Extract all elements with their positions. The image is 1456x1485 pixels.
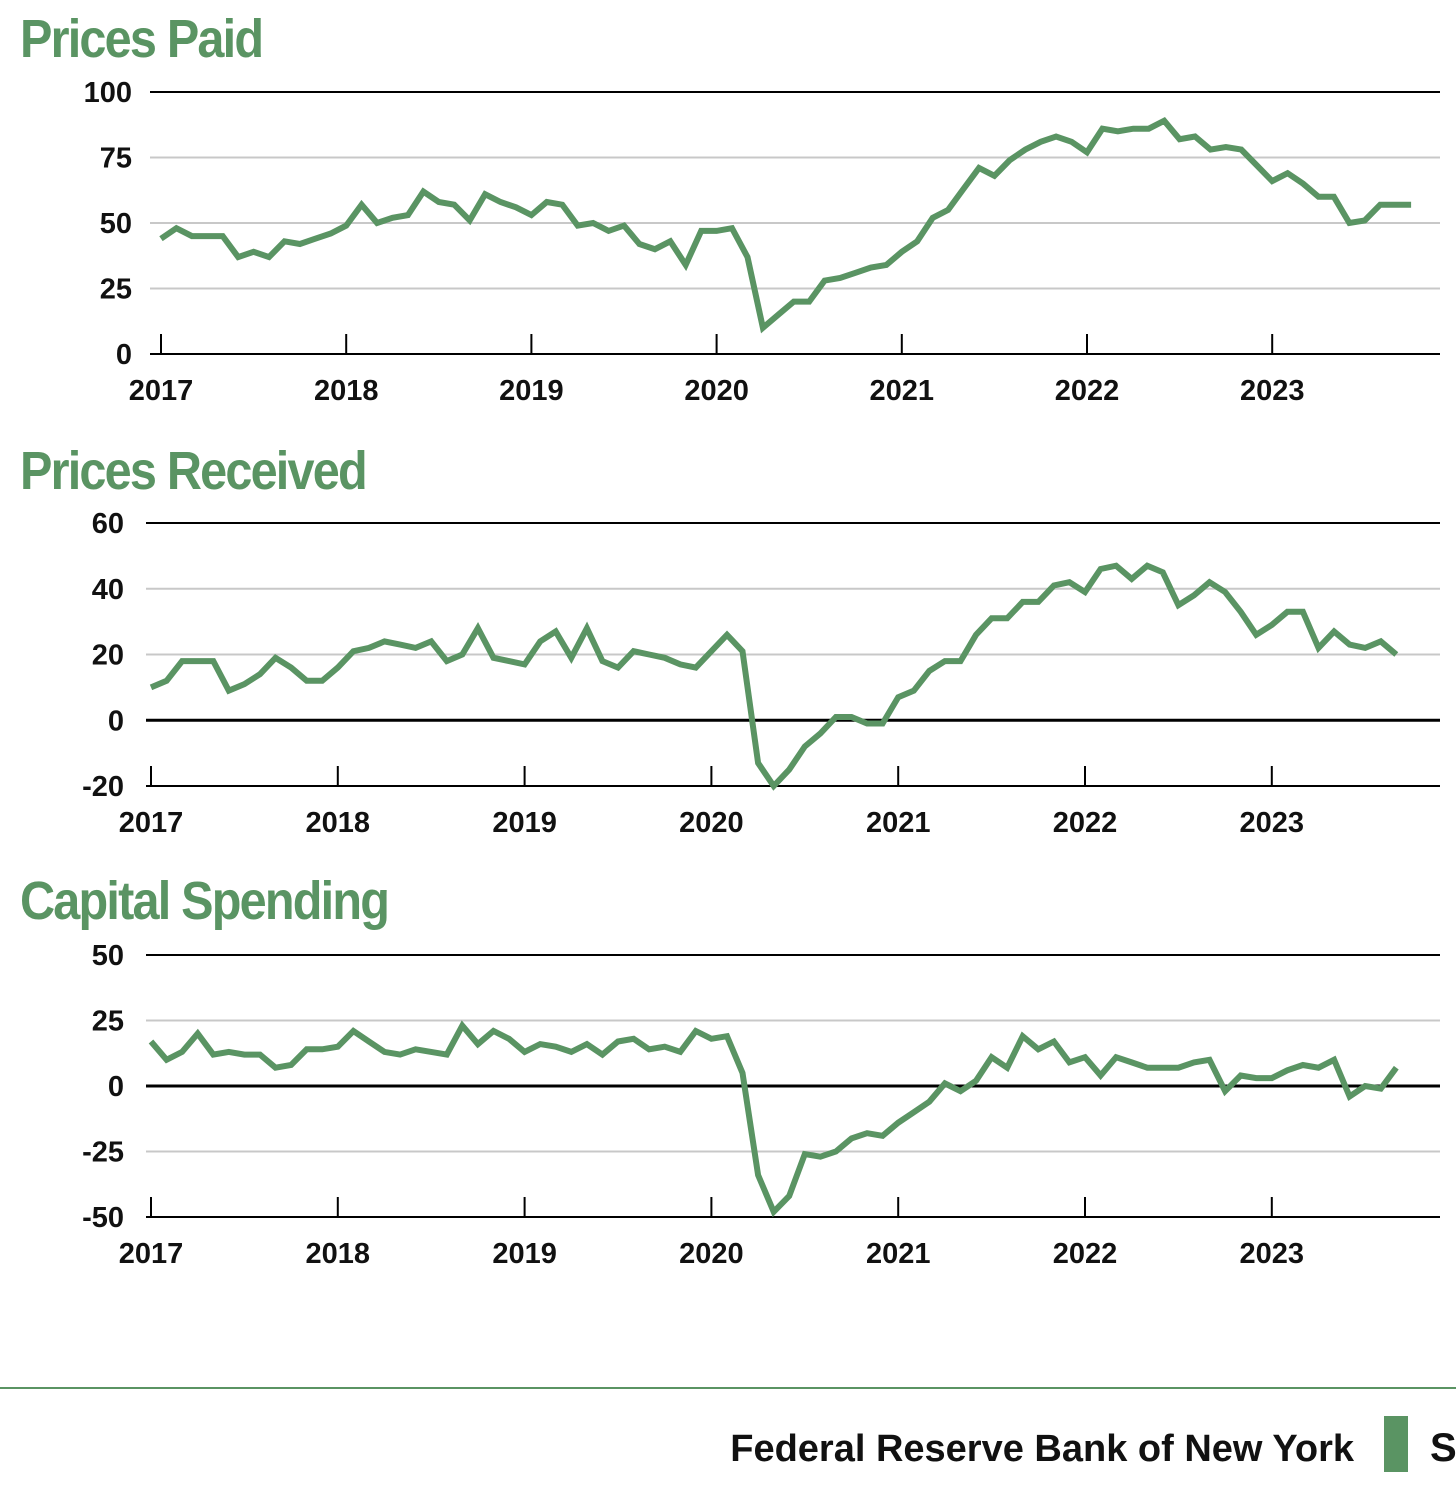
x-tick-label: 2017 <box>119 1238 184 1270</box>
y-tick-label: 0 <box>108 1071 124 1103</box>
series-line <box>148 1020 1399 1218</box>
footer-accent-bar <box>1384 1416 1408 1472</box>
x-tick-label: 2019 <box>492 1238 557 1270</box>
x-tick-label: 2018 <box>306 1238 371 1270</box>
x-tick-label: 2020 <box>679 807 744 839</box>
x-tick-label: 2023 <box>1240 1238 1305 1270</box>
y-tick-label: 25 <box>100 274 132 306</box>
x-tick-label: 2021 <box>866 807 931 839</box>
x-tick-label: 2020 <box>679 1238 744 1270</box>
footer-divider <box>0 1387 1456 1389</box>
chart-title-prices-paid: Prices Paid <box>20 9 264 69</box>
x-tick-label: 2021 <box>870 375 935 407</box>
chart-title-capital-spending: Capital Spending <box>20 871 390 931</box>
x-tick-label: 2018 <box>306 807 371 839</box>
y-tick-label: 25 <box>92 1006 124 1038</box>
y-tick-label: 100 <box>84 77 132 109</box>
x-tick-label: 2017 <box>129 375 194 407</box>
y-tick-label: 0 <box>108 705 124 737</box>
y-tick-label: -50 <box>82 1202 124 1234</box>
x-tick-label: 2019 <box>492 807 557 839</box>
y-tick-label: 50 <box>100 208 132 240</box>
y-tick-label: 75 <box>100 143 132 175</box>
x-tick-label: 2017 <box>119 807 184 839</box>
x-tick-label: 2022 <box>1053 807 1118 839</box>
x-tick-label: 2023 <box>1240 375 1305 407</box>
y-tick-label: 60 <box>92 508 124 540</box>
y-tick-label: 20 <box>92 640 124 672</box>
x-tick-label: 2018 <box>314 375 379 407</box>
footer-org-name: Federal Reserve Bank of New York <box>730 1428 1354 1470</box>
chart-prices-received: 60 40 20 0 -20 2017 2018 2019 2020 2021 2022 2023 <box>82 508 1440 839</box>
x-tick-label: 2020 <box>684 375 749 407</box>
y-tick-label: 50 <box>92 940 124 972</box>
chart-title-prices-received: Prices Received <box>20 441 368 501</box>
x-tick-label: 2021 <box>866 1238 931 1270</box>
y-tick-label: -20 <box>82 771 124 803</box>
series-line <box>149 562 1399 791</box>
footer-cropped-text: S <box>1430 1426 1456 1470</box>
x-tick-label: 2022 <box>1055 375 1120 407</box>
x-tick-label: 2022 <box>1053 1238 1118 1270</box>
chart-capital-spending: 50 25 0 -25 -50 2017 2018 2019 2020 2021 2022 2023 <box>82 940 1440 1270</box>
y-tick-label: 0 <box>116 339 132 371</box>
y-tick-label: -25 <box>82 1137 124 1169</box>
series-line <box>159 117 1412 334</box>
x-tick-label: 2023 <box>1240 807 1305 839</box>
x-tick-label: 2019 <box>499 375 564 407</box>
y-tick-label: 40 <box>92 574 124 606</box>
chart-prices-paid: 100 75 50 25 0 2017 2018 2019 2020 2021 2022 2023 <box>84 77 1440 407</box>
